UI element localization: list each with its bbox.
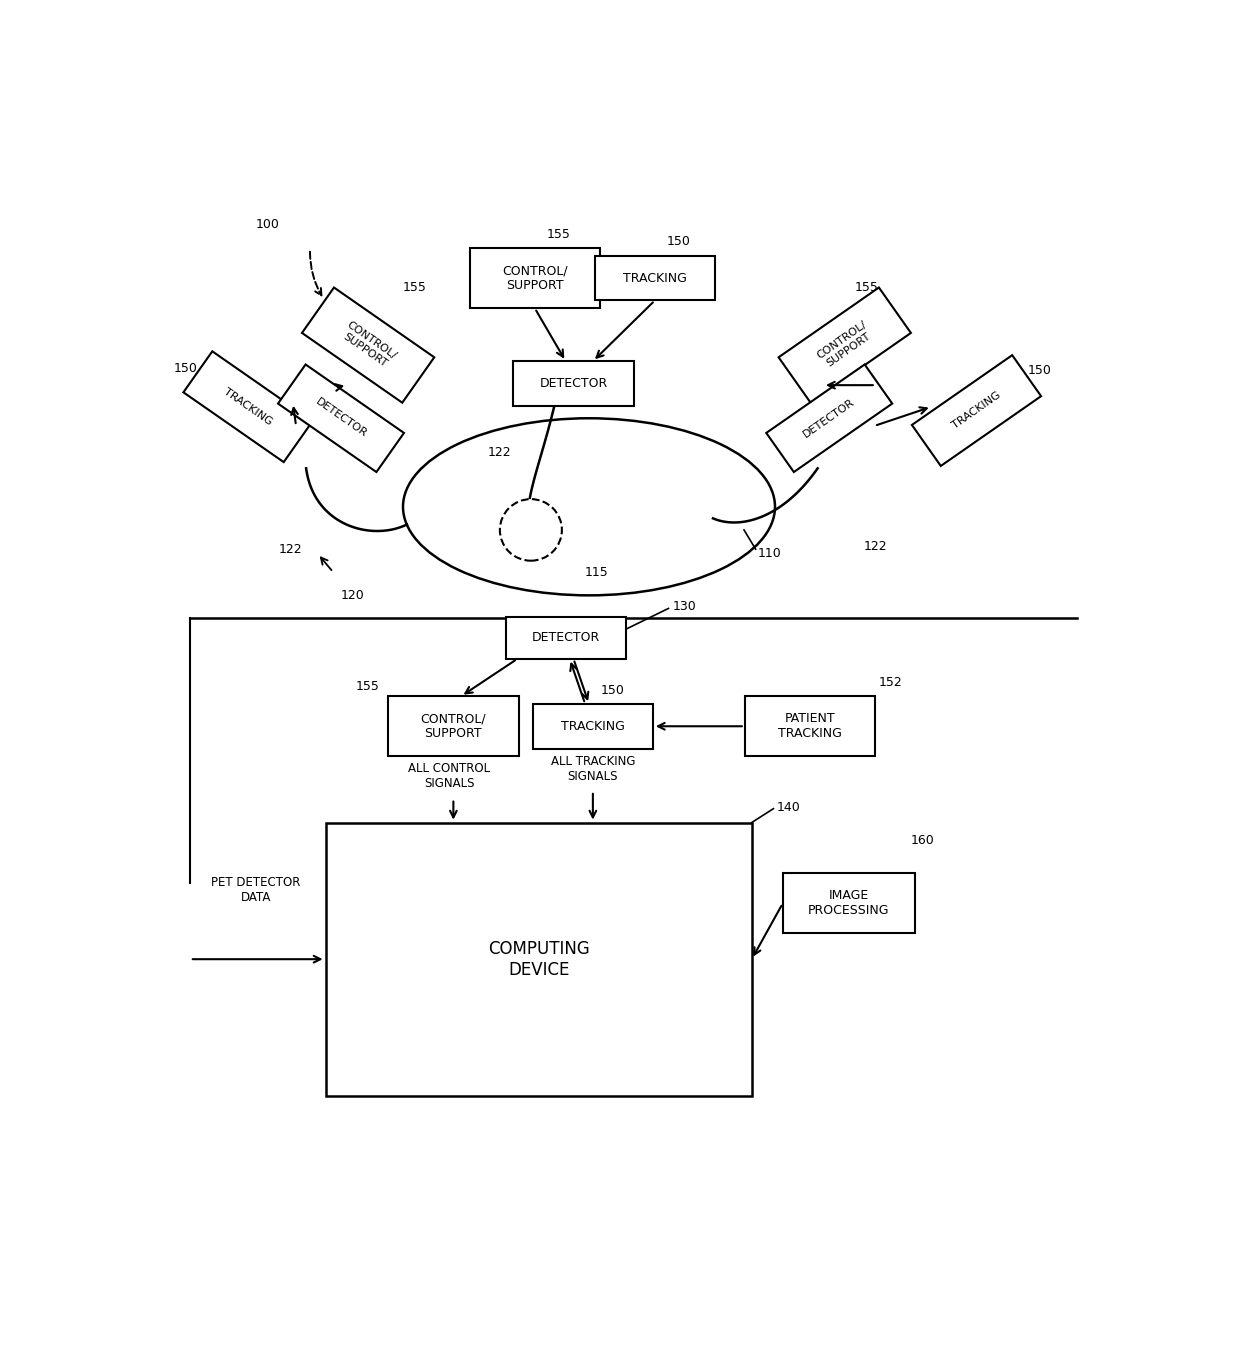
Text: ALL TRACKING
SIGNALS: ALL TRACKING SIGNALS (551, 755, 635, 782)
Text: 122: 122 (864, 540, 888, 553)
FancyBboxPatch shape (782, 873, 915, 933)
FancyBboxPatch shape (595, 256, 715, 301)
Text: 122: 122 (279, 543, 303, 555)
FancyBboxPatch shape (911, 356, 1042, 466)
Text: 155: 155 (854, 280, 878, 294)
FancyBboxPatch shape (513, 361, 634, 406)
FancyBboxPatch shape (184, 352, 312, 462)
Text: 140: 140 (776, 800, 800, 814)
Circle shape (500, 499, 562, 561)
FancyBboxPatch shape (470, 248, 600, 308)
FancyBboxPatch shape (387, 696, 520, 757)
Text: 122: 122 (489, 446, 512, 460)
Text: CONTROL/
SUPPORT: CONTROL/ SUPPORT (502, 264, 568, 293)
Text: 155: 155 (403, 280, 427, 294)
Text: CONTROL/
SUPPORT: CONTROL/ SUPPORT (339, 320, 398, 371)
FancyBboxPatch shape (303, 287, 434, 402)
FancyBboxPatch shape (278, 364, 404, 472)
Text: 130: 130 (672, 601, 696, 613)
Text: DETECTOR: DETECTOR (314, 397, 368, 439)
Text: 150: 150 (600, 684, 625, 696)
FancyBboxPatch shape (779, 287, 911, 402)
Text: IMAGE
PROCESSING: IMAGE PROCESSING (808, 889, 889, 918)
Text: PATIENT
TRACKING: PATIENT TRACKING (777, 713, 842, 740)
FancyBboxPatch shape (506, 617, 626, 659)
Text: DETECTOR: DETECTOR (802, 397, 857, 439)
Text: TRACKING: TRACKING (622, 272, 687, 285)
FancyBboxPatch shape (745, 696, 875, 757)
Text: 120: 120 (341, 588, 365, 602)
Text: 150: 150 (1028, 364, 1052, 378)
Text: CONTROL/
SUPPORT: CONTROL/ SUPPORT (420, 713, 486, 740)
Text: 150: 150 (667, 235, 691, 249)
Text: DETECTOR: DETECTOR (539, 378, 608, 390)
Text: 115: 115 (585, 566, 609, 579)
Text: PET DETECTOR
DATA: PET DETECTOR DATA (211, 877, 300, 904)
FancyBboxPatch shape (325, 822, 751, 1096)
Text: TRACKING: TRACKING (222, 386, 274, 427)
Text: 152: 152 (879, 676, 903, 689)
Text: CONTROL/
SUPPORT: CONTROL/ SUPPORT (815, 320, 874, 371)
FancyArrowPatch shape (310, 252, 321, 295)
Text: 155: 155 (547, 227, 570, 241)
Text: ALL CONTROL
SIGNALS: ALL CONTROL SIGNALS (408, 762, 491, 791)
Ellipse shape (403, 419, 775, 595)
Text: COMPUTING
DEVICE: COMPUTING DEVICE (487, 940, 589, 978)
Text: 100: 100 (255, 218, 280, 231)
Text: 160: 160 (910, 834, 935, 848)
Text: TRACKING: TRACKING (560, 720, 625, 733)
Text: 150: 150 (174, 361, 198, 375)
FancyBboxPatch shape (766, 364, 893, 472)
Text: 110: 110 (758, 546, 781, 560)
Text: TRACKING: TRACKING (950, 390, 1003, 431)
Text: 155: 155 (356, 680, 379, 694)
Text: DETECTOR: DETECTOR (532, 631, 600, 644)
FancyBboxPatch shape (533, 705, 653, 748)
